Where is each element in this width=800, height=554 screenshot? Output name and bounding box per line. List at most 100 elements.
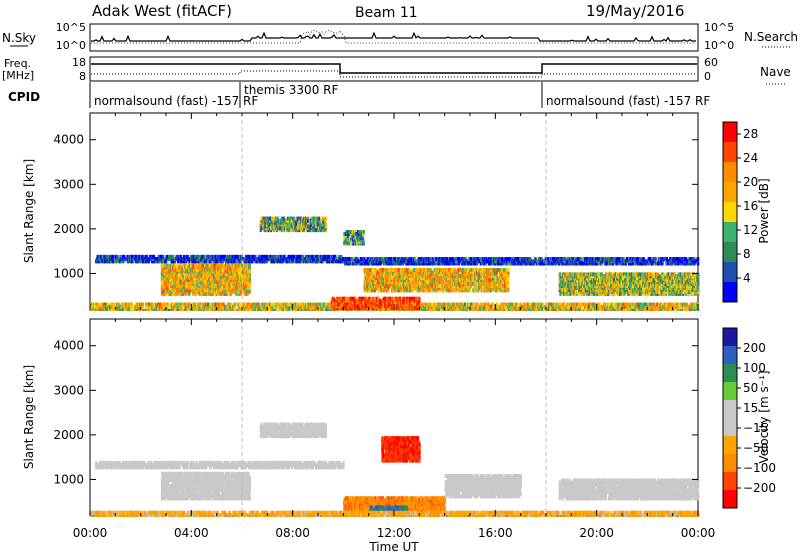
heatmap-cell [511, 304, 513, 309]
heatmap-cell [403, 268, 405, 272]
heatmap-cell [442, 304, 445, 309]
heatmap-cell [224, 257, 227, 262]
heatmap-cell [573, 304, 576, 309]
heatmap-cell [192, 257, 194, 262]
heatmap-cell [572, 307, 575, 311]
heatmap-cell [101, 259, 104, 264]
nave-right-tick-top: 60 [704, 56, 718, 69]
heatmap-cell [481, 307, 484, 311]
heatmap-cell [99, 304, 102, 309]
heatmap-cell [201, 307, 204, 311]
heatmap-cell [203, 259, 206, 264]
heatmap-cell [125, 304, 127, 309]
heatmap-cell [209, 283, 212, 288]
heatmap-cell [142, 304, 145, 309]
heatmap-cell [153, 257, 156, 262]
heatmap-cell [340, 254, 343, 259]
heatmap-cell [172, 254, 175, 259]
heatmap-cell [473, 307, 476, 311]
heatmap-cell [451, 304, 454, 309]
heatmap-cell [221, 285, 224, 290]
heatmap-cell [104, 257, 107, 262]
heatmap-cell [636, 302, 639, 307]
heatmap-cell [318, 220, 321, 225]
heatmap-cell [394, 272, 397, 277]
heatmap-cell [484, 307, 487, 311]
heatmap-cell [294, 307, 297, 311]
heatmap-cell [683, 307, 686, 311]
heatmap-cell [580, 302, 583, 307]
heatmap-cell [296, 257, 299, 262]
heatmap-cell [629, 304, 632, 309]
cpid-segment-2: themis 3300 RF [244, 83, 338, 97]
heatmap-cell [271, 307, 274, 311]
heatmap-cell [617, 302, 620, 307]
heatmap-cell [202, 302, 205, 307]
heatmap-cell [431, 307, 434, 311]
heatmap-cell [286, 259, 289, 264]
heatmap-cell [91, 304, 94, 309]
heatmap-cell [138, 254, 141, 259]
heatmap-cell [336, 259, 339, 264]
heatmap-cell [598, 302, 601, 307]
freq-trace [91, 63, 697, 74]
heatmap-cell [634, 307, 637, 311]
heatmap-cell [506, 307, 509, 311]
nsky-label: N.Sky [2, 31, 36, 45]
heatmap-cell [540, 304, 542, 309]
heatmap-cell [317, 302, 320, 307]
heatmap-cell [394, 268, 397, 272]
heatmap-cell [675, 302, 678, 307]
heatmap-cell [424, 278, 427, 283]
heatmap-cell [140, 302, 143, 307]
heatmap-cell [435, 307, 438, 311]
heatmap-cell [478, 307, 481, 311]
heatmap-cell [248, 307, 250, 311]
heatmap-cell [511, 307, 514, 311]
heatmap-cell [610, 304, 613, 309]
heatmap-cell [154, 257, 157, 262]
heatmap-cell [525, 307, 528, 311]
heatmap-cell [146, 307, 149, 311]
heatmap-cell [508, 304, 510, 309]
heatmap-cell [610, 307, 613, 311]
heatmap-cell [277, 254, 279, 259]
heatmap-cell [204, 304, 207, 309]
heatmap-cell [217, 259, 220, 264]
freq-left-tick-bottom: 8 [79, 70, 86, 83]
heatmap-cell [594, 304, 597, 309]
heatmap-cell [306, 307, 309, 311]
heatmap-cell [671, 302, 674, 307]
heatmap-cell [306, 257, 309, 262]
heatmap-cell [196, 279, 199, 284]
heatmap-cell [604, 307, 607, 311]
nsky-trace [91, 31, 696, 42]
heatmap-cell [670, 307, 673, 311]
heatmap-cell [208, 254, 211, 259]
heatmap-cell [98, 307, 101, 311]
heatmap-cell [305, 254, 308, 259]
heatmap-cell [518, 304, 521, 309]
heatmap-cell [210, 254, 213, 259]
heatmap-cell [423, 307, 426, 311]
heatmap-cell [522, 304, 525, 309]
heatmap-cell [158, 307, 161, 311]
heatmap-cell [312, 307, 315, 311]
power-heatmap [90, 216, 700, 311]
heatmap-cell [688, 304, 691, 309]
heatmap-cell [195, 263, 198, 268]
heatmap-cell [256, 304, 259, 309]
heatmap-cell [346, 241, 349, 246]
heatmap-cell [131, 302, 133, 307]
heatmap-cell [191, 259, 194, 264]
heatmap-cell [246, 257, 249, 262]
heatmap-cell [167, 307, 170, 311]
heatmap-cell [625, 302, 627, 307]
heatmap-cell [314, 254, 317, 259]
heatmap-cell [501, 307, 504, 311]
heatmap-cell [179, 281, 182, 286]
heatmap-cell [455, 272, 458, 277]
heatmap-cell [462, 284, 465, 289]
